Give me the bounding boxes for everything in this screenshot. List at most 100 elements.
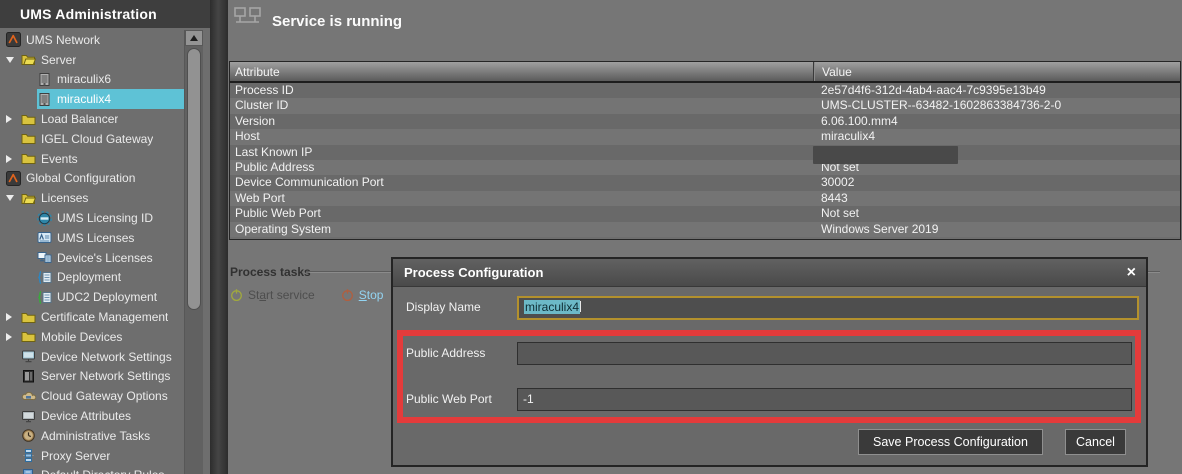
dialog-title: Process Configuration [404,265,544,280]
public-address-label: Public Address [406,346,486,360]
chevron-down-icon[interactable] [6,188,21,208]
attribute-cell: Public Web Port [235,206,321,221]
table-row[interactable]: Public Web Port Not set [230,206,1180,222]
tree-item-content: IGEL Cloud Gateway [21,129,153,149]
table-row[interactable]: Process ID 2e57d4f6-312d-4ab4-aac4-7c9395… [230,83,1180,99]
display-name-input[interactable]: miraculix4 [517,296,1139,320]
tree-item-content: UMS Licenses [37,228,134,248]
tree-item-administrative-tasks[interactable]: Administrative Tasks [0,426,184,446]
value-cell: Windows Server 2019 [821,221,939,236]
tree-item-label: Device Network Settings [41,349,172,364]
navigation-tree: UMS Network Server miraculix6 miraculix4 Loa… [0,30,184,474]
column-header-value[interactable]: Value [813,62,1180,81]
deployment-icon [37,270,52,285]
tree-item-miraculix6[interactable]: miraculix6 [0,70,184,90]
power-start-icon [230,288,243,302]
folder-icon [21,151,36,166]
chevron-down-icon[interactable] [6,50,21,70]
public-address-input[interactable] [517,342,1132,365]
tree-item-igel-cloud-gateway[interactable]: IGEL Cloud Gateway [0,129,184,149]
udc2-deployment-icon [37,290,52,305]
table-row[interactable]: Operating System Windows Server 2019 [230,221,1180,237]
tree-item-device-network-settings[interactable]: Device Network Settings [0,347,184,367]
tree-item-content: Proxy Server [21,446,110,466]
chevron-right-icon[interactable] [6,307,21,327]
main-content: Service is running Attribute Value Proce… [228,0,1182,474]
folder-open-icon [21,52,36,67]
table-row[interactable]: Host miraculix4 [230,129,1180,145]
chevron-right-icon[interactable] [6,149,21,169]
server-icon [37,72,52,87]
attribute-cell: Process ID [235,83,294,97]
tree-item-mobile-devices[interactable]: Mobile Devices [0,327,184,347]
scrollbar-thumb[interactable] [187,48,201,310]
dialog-titlebar[interactable]: Process Configuration × [393,259,1146,287]
task-link-start-service[interactable]: Start service [230,288,315,302]
chevron-right-icon[interactable] [6,109,21,129]
panel-splitter[interactable] [210,0,228,474]
table-row[interactable]: Version 6.06.100.mm4 [230,113,1180,130]
tree-item-content: Mobile Devices [21,327,122,347]
tree-item-licenses[interactable]: Licenses [0,188,184,208]
server-network-icon [21,369,36,384]
column-header-attribute[interactable]: Attribute [235,65,280,79]
tree-item-label: Cloud Gateway Options [41,389,168,404]
table-row[interactable]: Public Address Not set [230,159,1180,176]
tree-item-ums-licensing-id[interactable]: UMS Licensing ID [0,208,184,228]
tree-item-cloud-gateway-options[interactable]: Cloud Gateway Options [0,386,184,406]
device-network-icon [21,349,36,364]
power-stop-icon [341,288,354,302]
task-link-stop[interactable]: Stop [341,288,383,302]
igel-logo-icon [6,32,21,48]
folder-icon [21,112,36,127]
dialog-body: Display Name miraculix4 Public Address P… [393,287,1146,466]
tree-item-proxy-server[interactable]: Proxy Server [0,446,184,466]
save-process-configuration-button[interactable]: Save Process Configuration [858,429,1043,455]
cancel-button[interactable]: Cancel [1065,429,1126,455]
value-cell: 8443 [821,190,848,205]
tree-item-label: Load Balancer [41,112,119,127]
table-row[interactable]: Web Port 8443 [230,190,1180,207]
tree-item-miraculix4[interactable]: miraculix4 [0,89,184,110]
attribute-cell: Web Port [235,190,285,205]
table-row[interactable]: Last Known IP [230,144,1180,160]
tree-item-content: UMS Licensing ID [37,208,153,228]
scroll-up-arrow-icon[interactable] [185,30,203,46]
tree-item-device-s-licenses[interactable]: Device's Licenses [0,248,184,268]
sidebar-scrollbar[interactable] [184,30,203,474]
tree-item-label: Device's Licenses [57,250,153,265]
cloud-gateway-icon [21,389,36,404]
tree-item-events[interactable]: Events [0,149,184,169]
tree-item-content: Device Network Settings [21,347,172,367]
tree-item-load-balancer[interactable]: Load Balancer [0,109,184,129]
tree-item-label: Device Attributes [41,409,132,424]
tree-item-udc2-deployment[interactable]: UDC2 Deployment [0,287,184,307]
tree-item-content: UDC2 Deployment [37,287,157,307]
service-status-text: Service is running [272,12,403,30]
tree-item-content: UMS Network [6,30,100,50]
attribute-cell: Device Communication Port [235,175,384,190]
tree-item-label: IGEL Cloud Gateway [41,131,154,146]
public-web-port-input[interactable]: -1 [517,388,1132,411]
tree-item-ums-licenses[interactable]: UMS Licenses [0,228,184,248]
tree-item-server[interactable]: Server [0,50,184,70]
tree-item-default-directory-rules[interactable]: Default Directory Rules [0,466,184,474]
table-row[interactable]: Device Communication Port 30002 [230,175,1180,191]
folder-icon [21,329,36,344]
tree-item-device-attributes[interactable]: Device Attributes [0,406,184,426]
device-licenses-icon [37,250,52,265]
tree-item-ums-network[interactable]: UMS Network [0,30,184,50]
network-computers-icon [233,5,263,37]
tree-item-deployment[interactable]: Deployment [0,268,184,288]
chevron-right-icon[interactable] [6,327,21,347]
folder-icon [21,131,36,146]
tree-item-content: Device Attributes [21,406,131,426]
tree-item-server-network-settings[interactable]: Server Network Settings [0,367,184,387]
table-row[interactable]: Cluster ID UMS-CLUSTER--63482-16028633847… [230,98,1180,114]
folder-icon [21,310,36,325]
tree-item-global-configuration[interactable]: Global Configuration [0,169,184,189]
tree-item-certificate-management[interactable]: Certificate Management [0,307,184,327]
tree-item-label: UDC2 Deployment [57,290,158,305]
value-cell: miraculix4 [821,129,876,144]
close-icon[interactable]: × [1126,264,1136,281]
